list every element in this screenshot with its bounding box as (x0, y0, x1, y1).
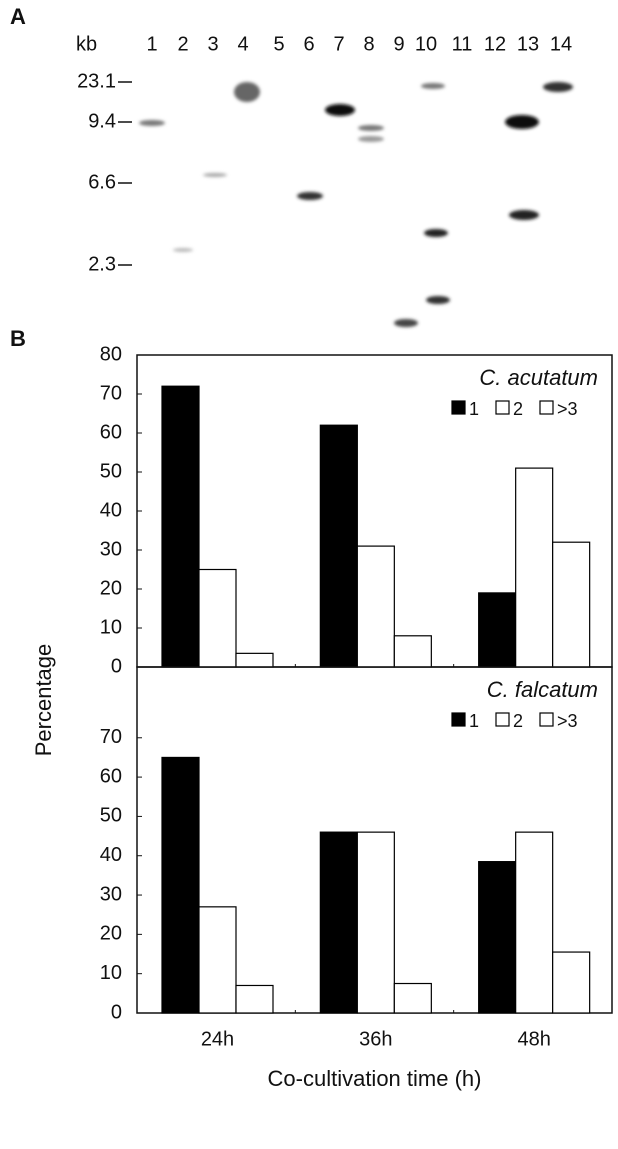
y-axis-label: Percentage (31, 644, 56, 757)
marker-label: 23.1 (77, 70, 116, 92)
y-tick-label: 0 (111, 655, 122, 677)
gel-band (358, 136, 384, 142)
y-tick-label: 70 (100, 726, 122, 748)
y-tick-label: 0 (111, 1001, 122, 1023)
figure: A kb B 123456789101112131423.19.46.62.30… (0, 0, 618, 1149)
lane-label: 10 (415, 33, 437, 55)
gel-band (505, 115, 539, 129)
bar (553, 952, 590, 1013)
lane-label: 3 (207, 33, 218, 55)
gel-band (543, 82, 573, 92)
lane-label: 8 (363, 33, 374, 55)
legend-swatch (452, 401, 465, 414)
panel-label: A (10, 4, 26, 29)
lane-label: 4 (237, 33, 248, 55)
x-axis-label: Co-cultivation time (h) (268, 1066, 482, 1091)
y-tick-label: 40 (100, 499, 122, 521)
y-tick-label: 40 (100, 844, 122, 866)
legend-label: 1 (469, 711, 479, 731)
gel-band (139, 120, 165, 126)
gel-band (358, 125, 384, 131)
legend-label: 2 (513, 399, 523, 419)
y-tick-label: 50 (100, 460, 122, 482)
legend-label: >3 (557, 711, 578, 731)
gel-band (421, 83, 445, 89)
gel-band (325, 104, 355, 116)
bar (357, 832, 394, 1013)
legend-swatch (540, 401, 553, 414)
bar (236, 985, 273, 1013)
lane-label: 1 (146, 33, 157, 55)
gel-band (297, 192, 323, 200)
y-tick-label: 20 (100, 923, 122, 945)
x-tick-label: 36h (359, 1028, 392, 1050)
bar (516, 832, 553, 1013)
y-tick-label: 50 (100, 805, 122, 827)
chart-title: C. acutatum (479, 365, 598, 390)
bar (320, 832, 357, 1013)
marker-label: 6.6 (88, 171, 116, 193)
marker-label: 9.4 (88, 110, 116, 132)
legend-label: >3 (557, 399, 578, 419)
bar (236, 653, 273, 667)
lane-label: 6 (303, 33, 314, 55)
gel-band (426, 296, 450, 304)
lane-label: 12 (484, 33, 506, 55)
legend-swatch (452, 713, 465, 726)
legend-swatch (540, 713, 553, 726)
gel-band (509, 210, 539, 220)
chart-title: C. falcatum (487, 677, 598, 702)
lane-label: 11 (452, 33, 473, 55)
legend-swatch (496, 713, 509, 726)
y-tick-label: 10 (100, 616, 122, 638)
gel-band (394, 319, 418, 327)
bar (516, 468, 553, 667)
bar (479, 593, 516, 667)
y-tick-label: 10 (100, 962, 122, 984)
legend-label: 1 (469, 399, 479, 419)
x-tick-label: 48h (517, 1028, 550, 1050)
gel-band (173, 248, 193, 252)
bar (162, 757, 199, 1013)
bar (199, 570, 236, 668)
legend-label: 2 (513, 711, 523, 731)
bar (394, 984, 431, 1013)
lane-label: 7 (333, 33, 344, 55)
bar (320, 425, 357, 667)
bar (199, 907, 236, 1013)
bar (357, 546, 394, 667)
y-tick-label: 60 (100, 421, 122, 443)
gel-band (424, 229, 448, 237)
y-tick-label: 60 (100, 765, 122, 787)
bar (479, 862, 516, 1013)
lane-label: 2 (177, 33, 188, 55)
gel-band (234, 82, 260, 102)
y-tick-label: 30 (100, 538, 122, 560)
lane-label: 13 (517, 33, 539, 55)
x-tick-label: 24h (201, 1028, 234, 1050)
y-tick-label: 80 (100, 343, 122, 365)
legend-swatch (496, 401, 509, 414)
panel-label: B (10, 326, 26, 351)
gel-band (203, 173, 227, 177)
y-tick-label: 20 (100, 577, 122, 599)
gel-unit: kb (76, 33, 97, 55)
y-tick-label: 70 (100, 382, 122, 404)
marker-label: 2.3 (88, 253, 116, 275)
bar (162, 386, 199, 667)
lane-label: 9 (393, 33, 404, 55)
y-tick-label: 30 (100, 883, 122, 905)
bar (394, 636, 431, 667)
bar (553, 542, 590, 667)
lane-label: 14 (550, 33, 572, 55)
lane-label: 5 (273, 33, 284, 55)
